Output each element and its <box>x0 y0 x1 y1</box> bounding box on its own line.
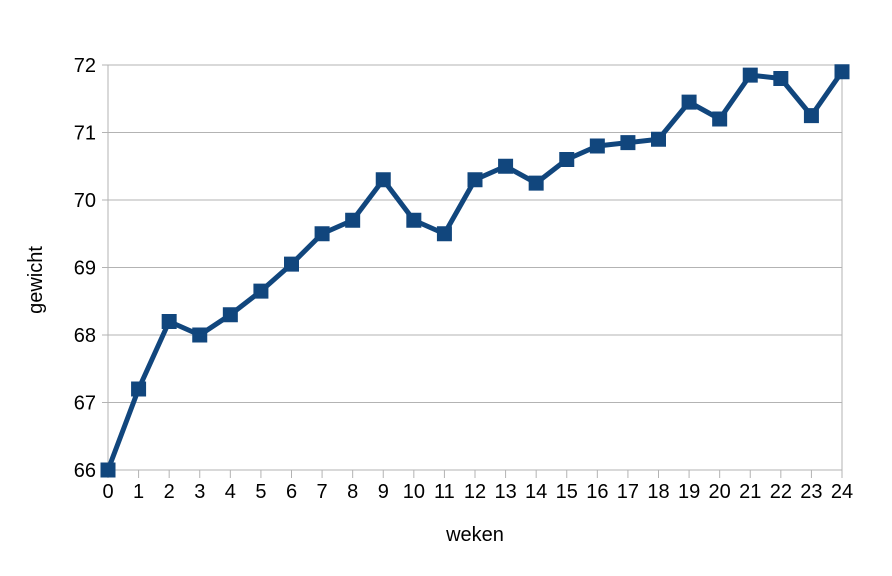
x-tick-label: 16 <box>586 481 608 503</box>
x-tick-label: 6 <box>286 481 297 503</box>
y-tick-label: 66 <box>74 460 96 482</box>
x-axis-title: weken <box>445 524 504 546</box>
data-point-marker <box>803 108 819 124</box>
x-tick-label: 0 <box>102 481 113 503</box>
x-tick-label: 1 <box>133 481 144 503</box>
data-point-marker <box>222 307 238 323</box>
data-point-marker <box>834 64 850 80</box>
data-point-marker <box>161 314 177 329</box>
x-tick-label: 22 <box>770 481 792 503</box>
data-point-marker <box>192 327 208 343</box>
y-tick-label: 72 <box>74 55 96 77</box>
x-tick-label: 18 <box>647 481 669 503</box>
data-point-marker <box>773 71 789 86</box>
data-point-marker <box>742 67 758 83</box>
y-tick-label: 70 <box>74 190 96 212</box>
x-tick-label: 23 <box>800 481 822 503</box>
y-tick-label: 69 <box>74 258 96 280</box>
x-tick-label: 3 <box>194 481 205 503</box>
x-tick-label: 7 <box>317 481 328 503</box>
x-tick-label: 2 <box>164 481 175 503</box>
y-axis-title: gewicht <box>25 246 47 314</box>
data-point-marker <box>589 138 605 154</box>
x-tick-label: 5 <box>255 481 266 503</box>
data-point-marker <box>284 256 299 272</box>
data-point-marker <box>528 175 544 191</box>
data-point-marker <box>467 172 483 188</box>
data-point-marker <box>651 131 666 147</box>
y-tick-label: 68 <box>74 325 96 347</box>
data-point-marker <box>620 135 636 151</box>
data-point-marker <box>253 283 269 299</box>
data-point-marker <box>436 226 452 242</box>
data-point-marker <box>559 152 575 167</box>
series-line <box>105 69 845 473</box>
x-tick-label: 20 <box>709 481 731 503</box>
x-tick-label: 24 <box>831 481 853 503</box>
x-tick-label: 14 <box>525 481 547 503</box>
data-point-marker <box>712 111 728 127</box>
x-tick-label: 19 <box>678 481 700 503</box>
x-tick-label: 11 <box>434 481 455 503</box>
data-point-marker <box>131 381 147 397</box>
x-tick-label: 15 <box>556 481 578 503</box>
x-tick-label: 4 <box>225 481 236 503</box>
data-point-marker <box>681 94 697 110</box>
data-point-marker <box>100 462 116 478</box>
data-point-marker <box>314 226 330 242</box>
x-tick-label: 21 <box>739 481 761 503</box>
x-tick-label: 8 <box>347 481 358 503</box>
x-tick-label: 17 <box>617 481 639 503</box>
data-point-marker <box>498 158 514 174</box>
x-tick-label: 13 <box>494 481 516 503</box>
data-point-marker <box>406 212 422 228</box>
x-tick-label: 9 <box>378 481 389 503</box>
data-point-marker <box>345 212 361 228</box>
y-tick-label: 67 <box>74 393 96 415</box>
data-point-marker <box>375 172 391 188</box>
x-tick-label: 10 <box>403 481 425 503</box>
y-tick-label: 71 <box>74 123 96 145</box>
x-tick-label: 12 <box>464 481 486 503</box>
